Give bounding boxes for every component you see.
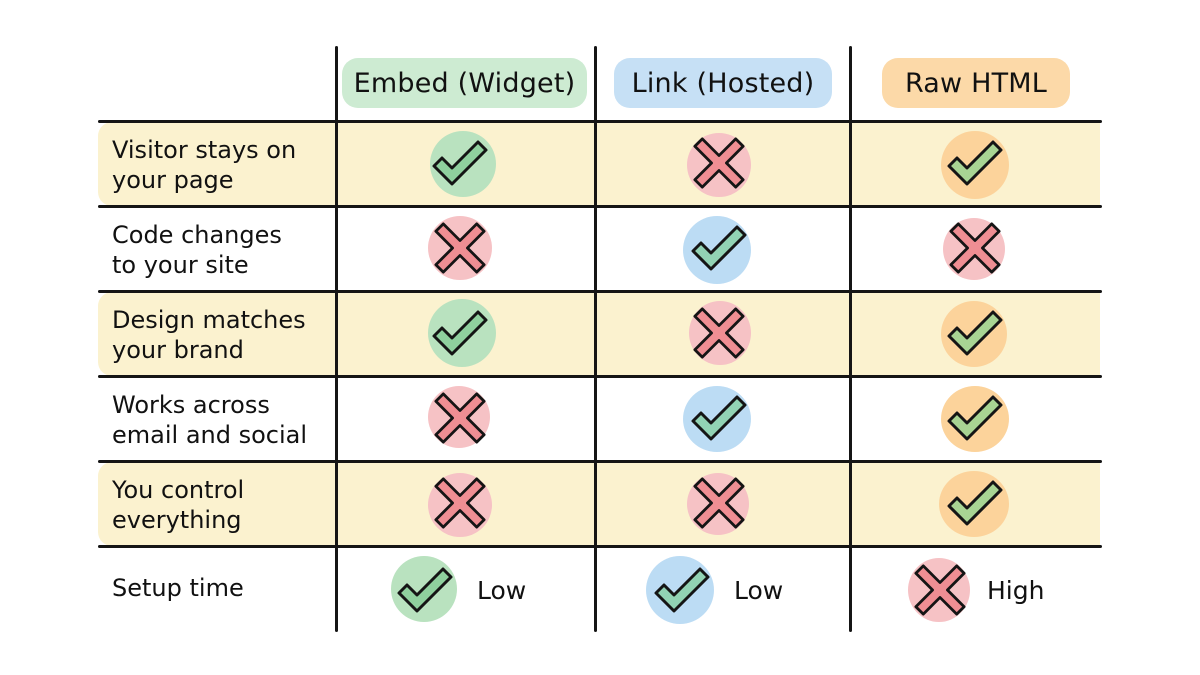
row-label-line: your page (112, 166, 234, 194)
cell-r2-embed (420, 208, 500, 288)
cell-r4-raw (935, 378, 1015, 458)
cell-r4-link (679, 378, 759, 458)
check-icon (947, 140, 1003, 186)
row-label-design-matches: Design matches your brand (112, 305, 306, 365)
column-header-link-label: Link (Hosted) (631, 67, 815, 99)
cell-r5-raw (935, 463, 1015, 543)
row-label-line: everything (112, 506, 242, 534)
check-icon (691, 225, 747, 271)
cross-icon (434, 222, 486, 274)
cell-r3-embed (420, 293, 500, 373)
row-label-line: Code changes (112, 221, 282, 249)
setup-time-link-value: Low (734, 576, 784, 605)
check-icon (432, 140, 488, 186)
grid-vline-1 (335, 46, 338, 632)
cross-icon (693, 307, 745, 359)
row-label-line: You control (112, 476, 245, 504)
cell-r3-raw (935, 293, 1015, 373)
check-icon (947, 310, 1003, 356)
grid-hline-2 (98, 290, 1102, 293)
column-header-embed-label: Embed (Widget) (353, 67, 576, 99)
cross-icon (914, 564, 966, 616)
row-label-line: Design matches (112, 306, 306, 334)
check-icon (691, 395, 747, 441)
row-label-visitor-stays: Visitor stays on your page (112, 135, 296, 195)
grid-hline-header (98, 120, 1102, 123)
row-label-works-across: Works across email and social (112, 390, 307, 450)
column-header-raw-html-label: Raw HTML (904, 67, 1048, 99)
grid-hline-4 (98, 460, 1102, 463)
cross-icon (949, 222, 1001, 274)
grid-vline-2 (594, 46, 597, 632)
row-band-1 (98, 122, 1100, 206)
cross-icon (693, 137, 745, 189)
check-icon (432, 310, 488, 356)
check-icon (947, 480, 1003, 526)
cell-r1-link (679, 123, 759, 203)
grid-vline-3 (849, 46, 852, 632)
row-label-line: Setup time (112, 574, 244, 602)
grid-hline-5 (98, 545, 1102, 548)
row-label-you-control: You control everything (112, 475, 244, 535)
check-icon (654, 567, 710, 613)
check-icon (947, 395, 1003, 441)
grid-hline-1 (98, 205, 1102, 208)
row-label-code-changes: Code changes to your site (112, 220, 282, 280)
cell-r5-embed (420, 463, 500, 543)
column-header-embed: Embed (Widget) (342, 58, 587, 108)
row-label-line: Visitor stays on (112, 136, 297, 164)
column-header-link: Link (Hosted) (614, 58, 832, 108)
row-label-line: your brand (112, 336, 244, 364)
cell-r6-embed (385, 550, 465, 630)
cross-icon (693, 477, 745, 529)
cell-r2-raw (935, 208, 1015, 288)
cell-r1-embed (420, 123, 500, 203)
grid-hline-3 (98, 375, 1102, 378)
cell-r6-link (642, 550, 722, 630)
row-label-setup-time: Setup time (112, 573, 244, 603)
cell-r4-embed (420, 378, 500, 458)
cell-r6-raw (900, 550, 980, 630)
setup-time-embed-value: Low (477, 576, 527, 605)
cross-icon (434, 392, 486, 444)
row-label-line: Works across (112, 391, 270, 419)
check-icon (397, 567, 453, 613)
cell-r5-link (679, 463, 759, 543)
cell-r1-raw (935, 123, 1015, 203)
row-band-5 (98, 462, 1100, 546)
row-band-3 (98, 292, 1100, 376)
cell-r2-link (679, 208, 759, 288)
cell-r3-link (679, 293, 759, 373)
row-label-line: email and social (112, 421, 308, 449)
row-label-line: to your site (112, 251, 249, 279)
cross-icon (434, 477, 486, 529)
column-header-raw-html: Raw HTML (882, 58, 1070, 108)
setup-time-raw-value: High (987, 576, 1045, 605)
